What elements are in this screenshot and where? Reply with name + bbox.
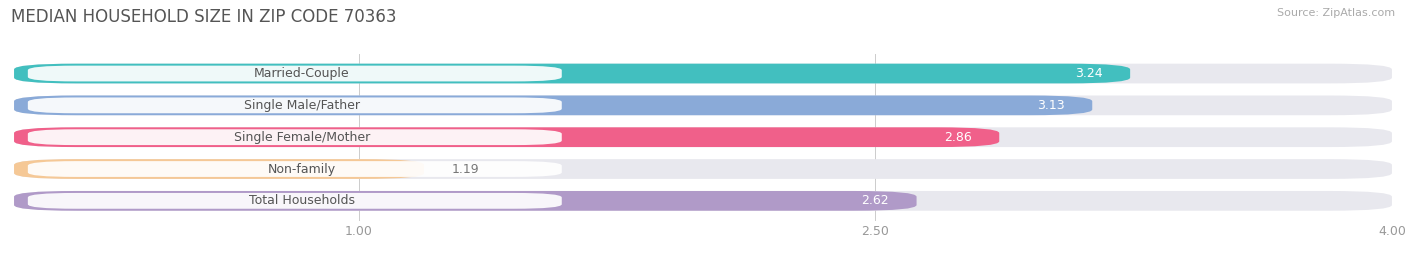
Text: 2.86: 2.86	[943, 131, 972, 144]
FancyBboxPatch shape	[14, 127, 1000, 147]
FancyBboxPatch shape	[28, 193, 562, 209]
FancyBboxPatch shape	[14, 64, 1130, 83]
Text: Single Female/Mother: Single Female/Mother	[233, 131, 370, 144]
Text: Non-family: Non-family	[267, 162, 336, 175]
Text: Source: ZipAtlas.com: Source: ZipAtlas.com	[1277, 8, 1395, 18]
Text: 3.13: 3.13	[1038, 99, 1064, 112]
Text: 3.24: 3.24	[1076, 67, 1102, 80]
Text: 1.19: 1.19	[451, 162, 479, 175]
FancyBboxPatch shape	[28, 129, 562, 145]
Text: 2.62: 2.62	[862, 194, 889, 207]
FancyBboxPatch shape	[14, 159, 425, 179]
FancyBboxPatch shape	[14, 127, 1392, 147]
FancyBboxPatch shape	[28, 66, 562, 82]
FancyBboxPatch shape	[14, 191, 1392, 211]
Text: Married-Couple: Married-Couple	[254, 67, 350, 80]
FancyBboxPatch shape	[28, 97, 562, 113]
FancyBboxPatch shape	[14, 159, 1392, 179]
FancyBboxPatch shape	[14, 191, 917, 211]
FancyBboxPatch shape	[14, 95, 1092, 115]
Text: Total Households: Total Households	[249, 194, 354, 207]
Text: Single Male/Father: Single Male/Father	[243, 99, 360, 112]
FancyBboxPatch shape	[28, 161, 562, 177]
FancyBboxPatch shape	[14, 95, 1392, 115]
FancyBboxPatch shape	[14, 64, 1392, 83]
Text: MEDIAN HOUSEHOLD SIZE IN ZIP CODE 70363: MEDIAN HOUSEHOLD SIZE IN ZIP CODE 70363	[11, 8, 396, 26]
